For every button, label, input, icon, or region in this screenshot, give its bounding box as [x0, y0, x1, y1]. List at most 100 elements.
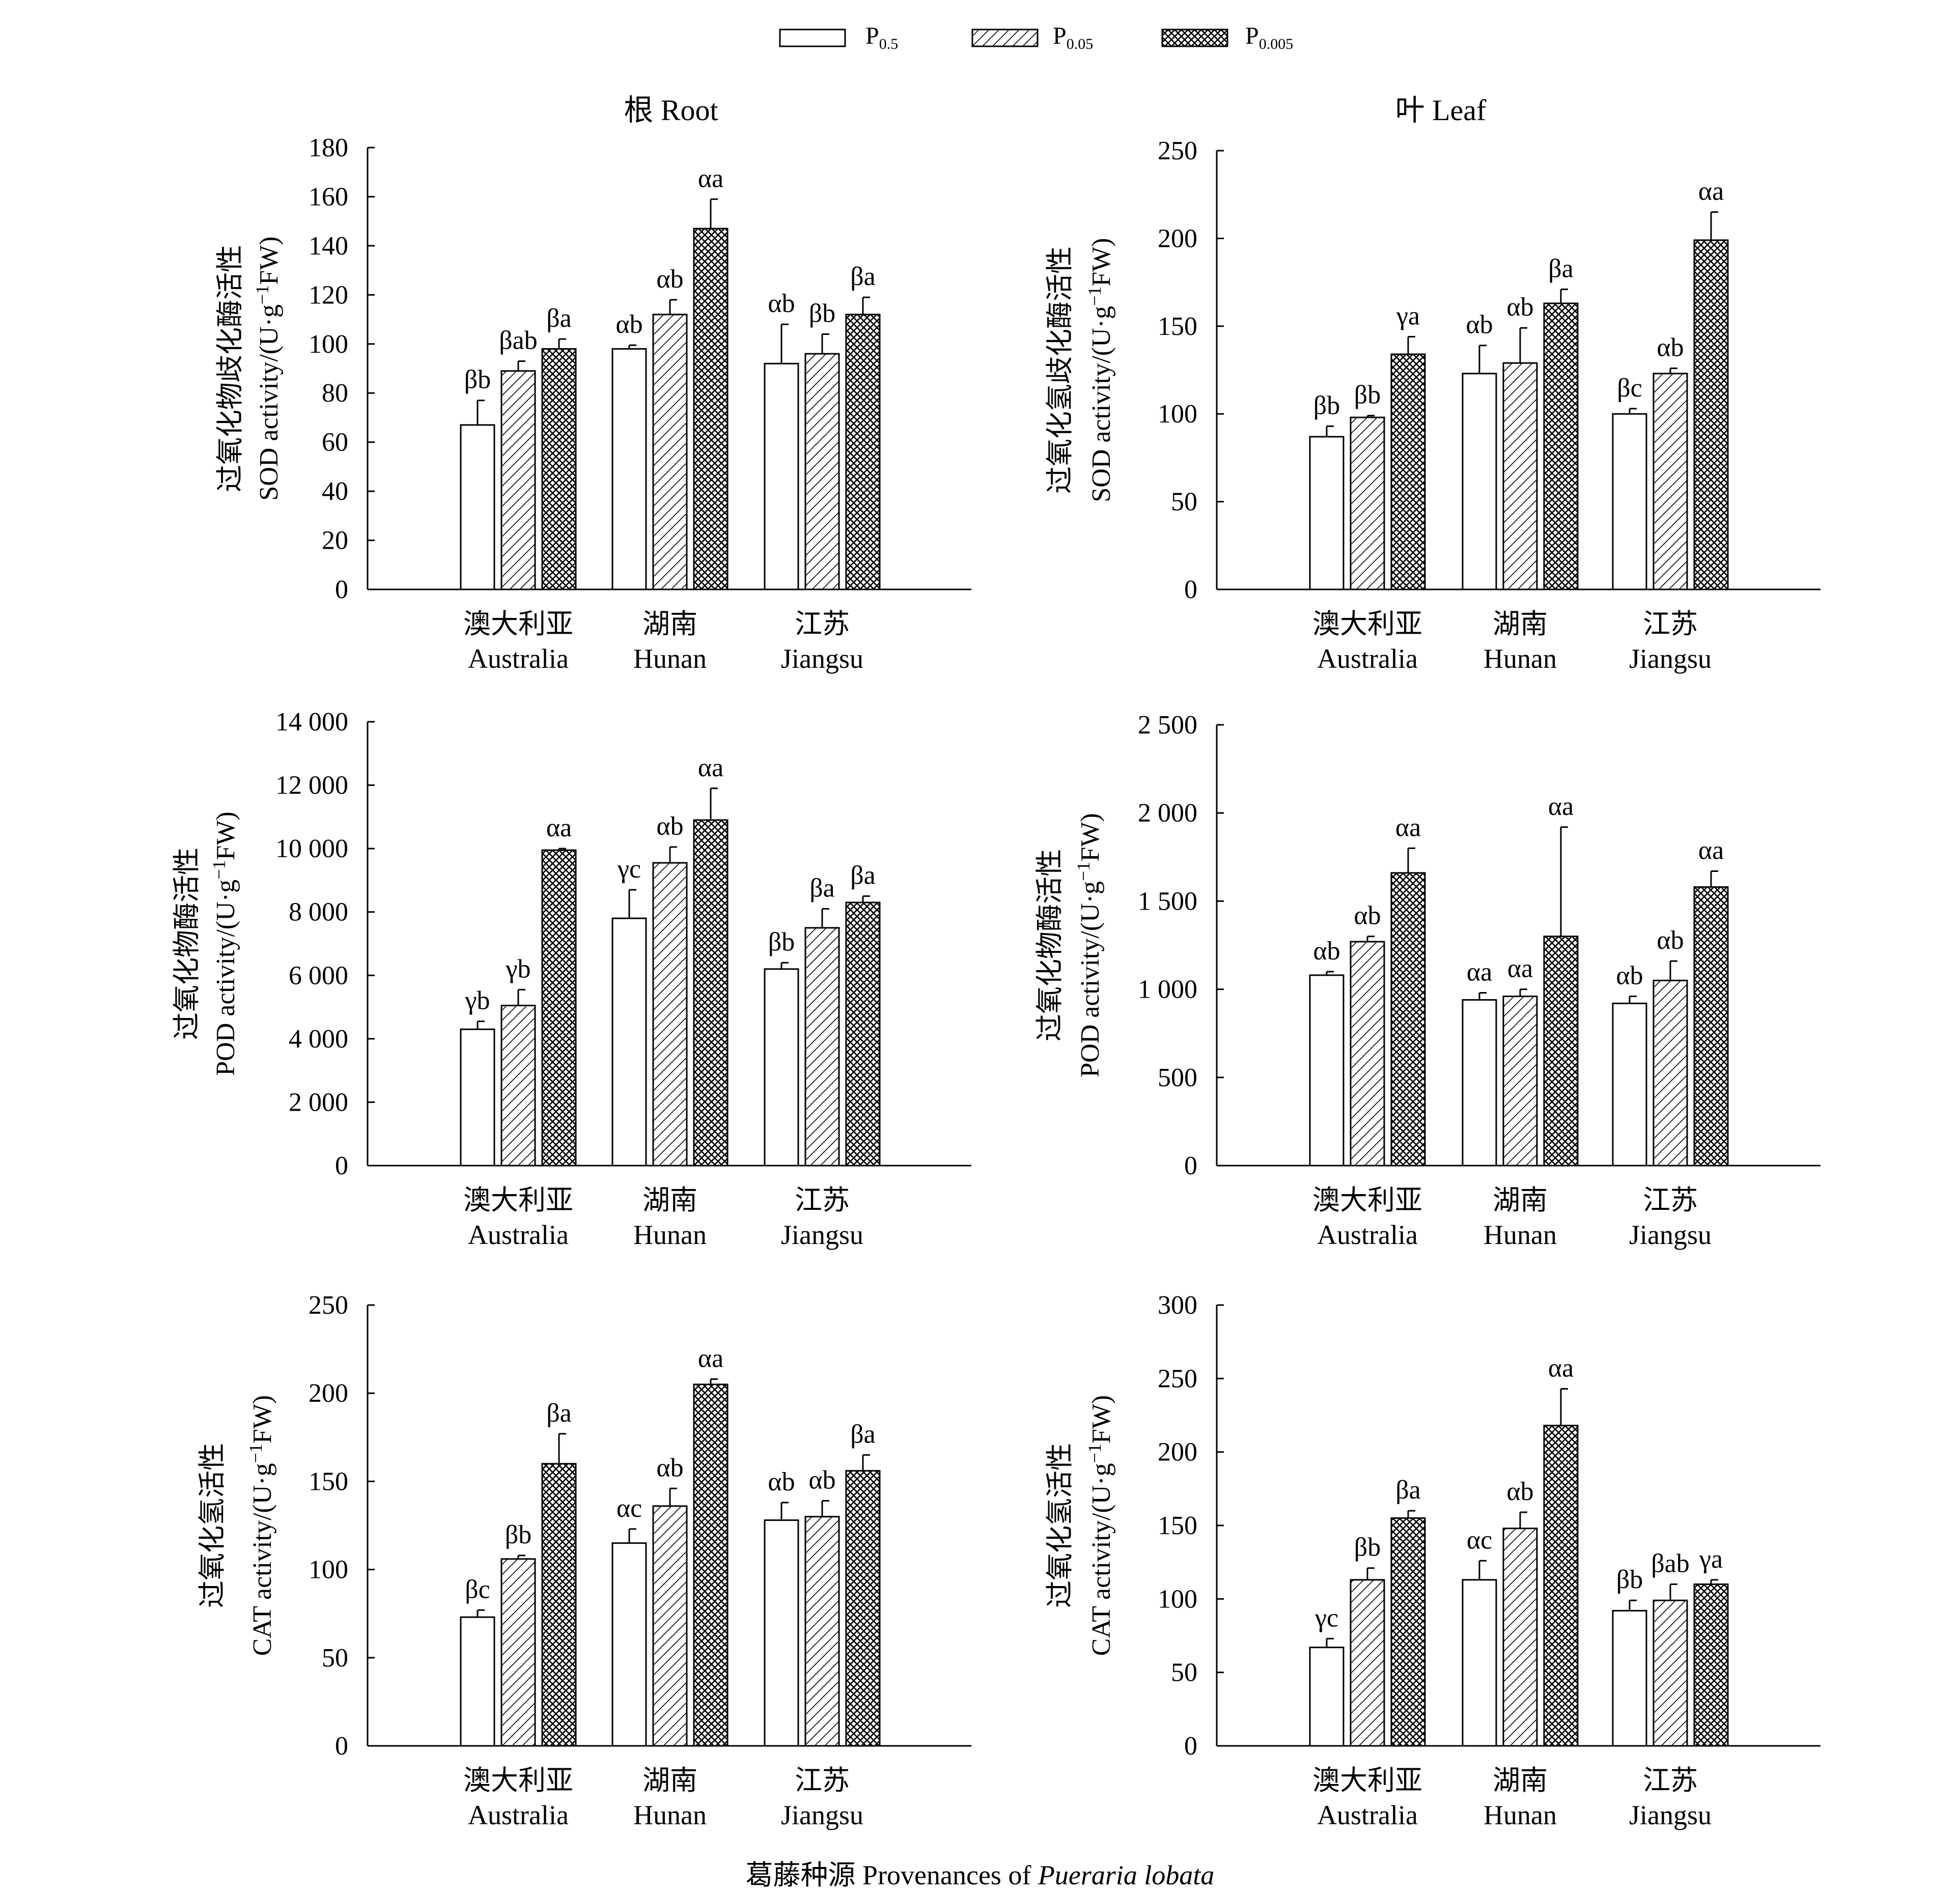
significance-label: γc [1314, 1603, 1338, 1632]
error-bar [477, 400, 485, 425]
y-axis-label-en: POD activity/(U·g−1FW) [209, 811, 240, 1076]
y-tick-label: 250 [1158, 1364, 1197, 1393]
significance-label: αb [656, 812, 683, 841]
x-tick-label-zh: 江苏 [1643, 1185, 1698, 1215]
significance-label: βb [464, 365, 491, 394]
significance-label: αb [1657, 926, 1684, 955]
bar-p0005 [1543, 302, 1579, 590]
bar-p005 [804, 353, 840, 590]
bar-p005 [500, 1004, 536, 1167]
y-tick-label: 100 [309, 330, 348, 359]
significance-label: βb [809, 299, 835, 328]
x-tick-label-en: Jiangsu [1629, 1220, 1712, 1250]
error-bar [1629, 408, 1637, 414]
y-tick-label: 14 000 [275, 708, 348, 737]
significance-label: αb [1506, 1477, 1533, 1506]
error-bar [1478, 345, 1487, 374]
error-bar [1710, 211, 1718, 240]
bar-p05 [460, 1028, 495, 1167]
significance-label: αc [617, 1494, 642, 1523]
bar-p005 [1502, 995, 1538, 1167]
y-tick-label: 250 [309, 1291, 348, 1320]
y-tick-label: 12 000 [275, 771, 348, 800]
y-tick-label: 200 [1158, 1438, 1197, 1467]
error-bar [710, 1378, 718, 1384]
bar-p005 [1350, 416, 1385, 590]
bar-p0005 [693, 228, 729, 590]
significance-label: γa [1699, 1545, 1723, 1574]
error-bar [1519, 1511, 1527, 1529]
bar-p05 [611, 917, 647, 1167]
bar-p05 [764, 362, 799, 590]
legend-label: P [865, 22, 879, 49]
significance-label: γb [506, 954, 531, 983]
legend-item-p05: P0.5 [779, 22, 898, 52]
error-bar [710, 787, 718, 821]
bar-p0005 [1693, 1583, 1729, 1747]
bar-p005 [652, 862, 688, 1167]
y-tick-label: 50 [1171, 488, 1197, 517]
significance-label: βa [850, 861, 876, 890]
bar-p05 [1462, 1579, 1497, 1747]
significance-label: βb [1616, 1565, 1643, 1594]
significance-label: αb [1657, 333, 1684, 362]
error-bar [1478, 992, 1487, 1000]
y-axis-label-zh: 过氧化氢活性 [197, 1443, 228, 1608]
bar-p005 [500, 370, 536, 590]
chart-panel-root: 0 50 100 150 200 250 过氧化氢活性 CAT activity/(U·g−1… [197, 1291, 971, 1830]
x-axis-title: 葛藤种源 Provenances of Pueraria lobata [746, 1860, 1215, 1890]
error-bar [669, 1487, 677, 1506]
legend-label-sub: 0.05 [1067, 36, 1094, 52]
significance-label: βa [809, 873, 835, 902]
svg-text:P0.5: P0.5 [865, 22, 898, 52]
error-bar [558, 1433, 566, 1464]
bar-p0005 [693, 819, 729, 1167]
bar-p005 [1653, 1599, 1688, 1747]
significance-label: βc [1617, 374, 1642, 403]
error-bar [1326, 425, 1334, 437]
legend-label: P [1245, 22, 1259, 49]
significance-label: αa [1548, 1354, 1574, 1383]
bar-p005 [1653, 979, 1688, 1167]
bar-p05 [1309, 436, 1345, 590]
chart-panel-leaf: 0 50 100 150 200 250 过氧化氢歧化酶活性 SOD activity/(U·… [1045, 136, 1821, 674]
bar-p005 [1502, 1528, 1538, 1747]
x-axis-title-italic: Pueraria lobata [1038, 1860, 1215, 1890]
error-bar [1407, 1510, 1415, 1518]
x-tick-label-zh: 江苏 [1643, 1765, 1698, 1796]
significance-label: γb [465, 986, 490, 1015]
legend-label-sub: 0.5 [879, 36, 899, 52]
significance-label: αb [656, 265, 683, 294]
y-tick-label: 50 [1171, 1658, 1197, 1687]
significance-label: αb [1313, 937, 1340, 966]
chart-panel-root: 0 2 000 4 000 6 000 8 000 10 000 12 000 14 000 过… [172, 708, 971, 1250]
x-tick-label-zh: 澳大利亚 [1312, 609, 1422, 639]
significance-label: βab [499, 326, 538, 355]
y-tick-label: 100 [1158, 400, 1197, 429]
bar-p0005 [1693, 239, 1729, 590]
x-tick-label-en: Australia [468, 1220, 569, 1250]
significance-label: αa [698, 1344, 723, 1373]
error-bar [1669, 1583, 1677, 1601]
bar-p05 [1612, 1002, 1647, 1167]
bar-p0005 [1693, 886, 1729, 1167]
x-tick-label-zh: 澳大利亚 [463, 609, 573, 639]
x-tick-label-zh: 湖南 [1493, 1185, 1548, 1215]
bar-p005 [804, 927, 840, 1167]
error-bar [1560, 288, 1568, 303]
x-tick-label-en: Hunan [1483, 643, 1557, 674]
error-bar [1669, 367, 1677, 374]
error-bar [1669, 960, 1677, 981]
y-axis-label-en: POD activity/(U·g−1FW) [1073, 813, 1105, 1077]
bar-p05 [1612, 413, 1647, 590]
x-axis-title-text: 葛藤种源 Provenances of [746, 1860, 1038, 1890]
error-bar [1366, 936, 1375, 942]
legend-swatch-hatch [971, 29, 1039, 47]
legend-swatch-cross [1161, 29, 1228, 47]
error-bar [780, 1502, 789, 1520]
y-axis-label-zh: 过氧化氢活性 [1045, 1443, 1075, 1608]
y-tick-label: 4 000 [289, 1025, 348, 1054]
x-tick-label-en: Hunan [1483, 1220, 1557, 1250]
significance-label: αc [1467, 1525, 1492, 1554]
